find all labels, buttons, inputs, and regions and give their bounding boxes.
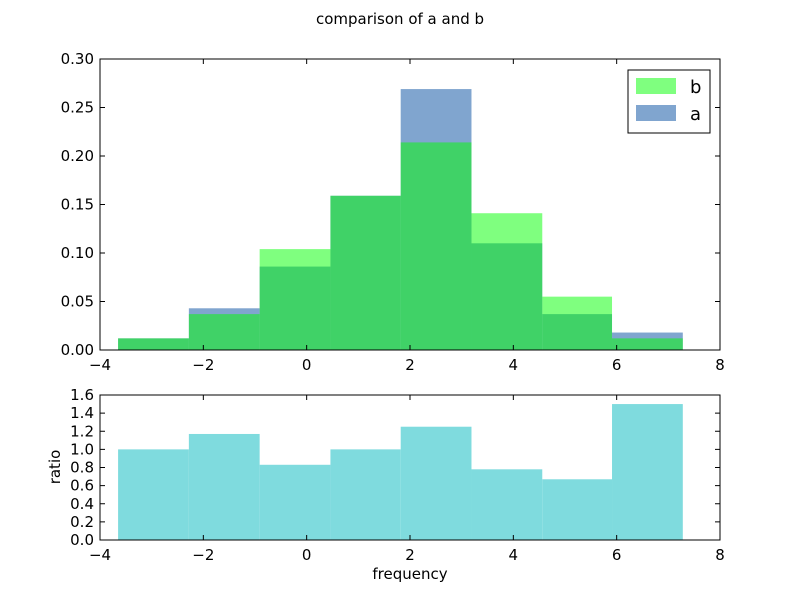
ratio-bar [259,464,331,540]
ratio-bar [400,426,472,540]
top-axes-frame [99,58,721,351]
top-y-tick-label: 0.00 [61,341,94,359]
bottom-x-tick-label: 4 [509,546,519,564]
bottom-y-tick-label: 0.8 [70,459,94,477]
bottom-x-tick-label: 0 [302,546,312,564]
bottom-x-tick-label: 2 [405,546,415,564]
bottom-y-tick-label: 1.4 [70,404,94,422]
top-x-tick-label: 6 [612,356,622,374]
ratio-bar [542,479,613,540]
hist-bar-b [400,142,472,350]
chart-title: comparison of a and b [316,10,484,28]
legend-label-a: a [690,104,701,125]
ratio-bar [188,433,260,540]
top-x-tick-label: 0 [302,356,312,374]
bottom-x-tick-label: −2 [192,546,214,564]
top-x-tick-label: 8 [715,356,725,374]
top-y-tick-label: 0.30 [61,50,94,68]
top-y-tick-label: 0.25 [61,99,94,117]
ratio-bar [330,449,401,540]
legend-swatch-a [636,105,676,121]
bottom-y-tick-label: 0.4 [70,495,94,513]
top-y-tick-label: 0.15 [61,196,94,214]
bottom-axes-frame [99,394,721,541]
top-plot: −4 −2 0 2 4 6 8 0.00 0.05 0.10 0.15 0.20 0.25 0.30 ba [61,50,725,374]
bottom-y-tick-label: 0.2 [70,513,94,531]
hist-bar-b [188,314,260,350]
bottom-x-axis-label: frequency [372,565,447,583]
bottom-x-tick-label: 6 [612,546,622,564]
top-x-tick-label: −2 [192,356,214,374]
top-y-tick-label: 0.10 [61,244,94,262]
legend-label-b: b [690,77,701,98]
hist-bar-b [330,195,401,350]
top-x-tick-label: −4 [89,356,111,374]
ratio-bar [471,469,543,540]
hist-bar-b [118,338,189,350]
legend: ba [627,69,711,134]
bottom-plot: −4 −2 0 2 4 6 8 0.00.20.40.60.81.01.21.41.6 [70,386,725,564]
bottom-y-tick-label: 1.0 [70,440,94,458]
top-x-tick-label: 4 [509,356,519,374]
top-y-tick-label: 0.20 [61,147,94,165]
top-x-tick-label: 2 [405,356,415,374]
ratio-bar [118,449,189,540]
legend-swatch-b [636,78,676,94]
bottom-x-tick-label: 8 [715,546,725,564]
bottom-y-tick-label: 0.0 [70,531,94,549]
hist-bar-b [259,249,331,350]
hist-bar-b [471,213,543,350]
top-y-tick-label: 0.05 [61,293,94,311]
bottom-y-tick-label: 1.2 [70,422,94,440]
hist-bar-b [542,296,613,350]
bottom-y-axis-label: ratio [46,450,64,485]
bottom-x-tick-label: −4 [89,546,111,564]
hist-bar-b [612,338,683,350]
ratio-bar [612,404,683,540]
bottom-y-tick-label: 0.6 [70,477,94,495]
bottom-y-tick-label: 1.6 [70,386,94,404]
